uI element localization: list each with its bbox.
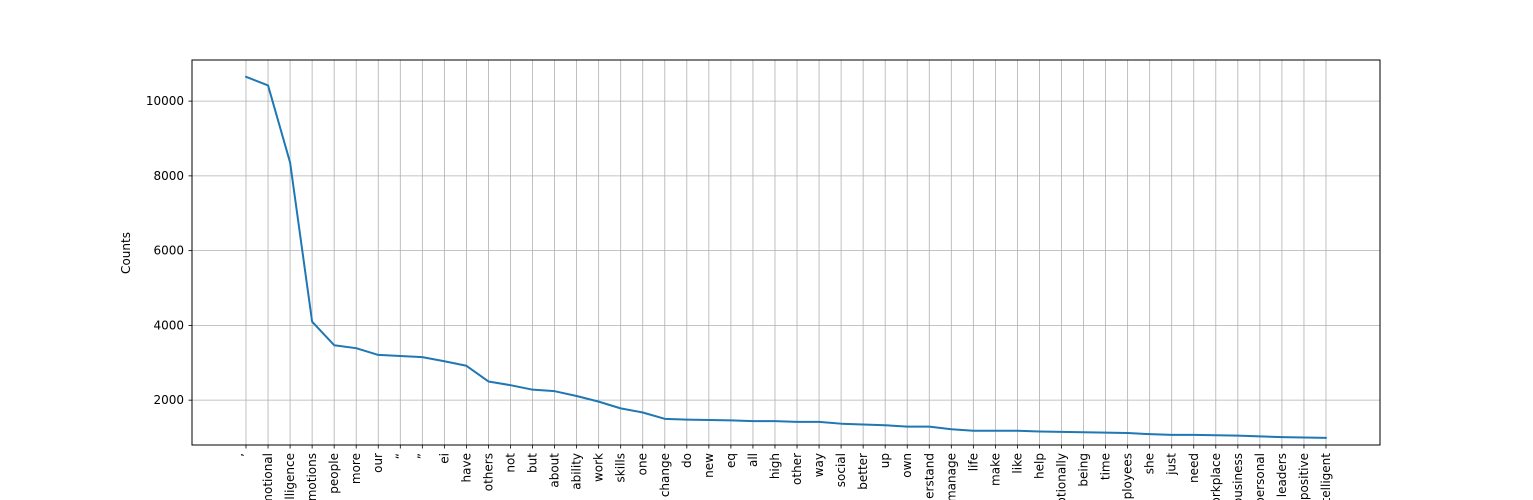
x-tick-label: leaders xyxy=(1275,453,1289,497)
x-tick-label: new xyxy=(702,453,716,478)
x-tick-label: way xyxy=(812,453,826,477)
x-tick-label: eq xyxy=(724,453,738,468)
x-tick-label: intelligent xyxy=(1319,453,1333,500)
y-ticks xyxy=(188,100,192,401)
x-tick-label: make xyxy=(988,453,1002,486)
y-tick-label: 10000 xyxy=(146,94,184,108)
x-tick-label: time xyxy=(1099,453,1113,480)
plot-frame xyxy=(191,59,1381,446)
x-tick-label: workplace xyxy=(1209,453,1223,500)
y-tick-label: 4000 xyxy=(153,318,184,332)
x-tick-label: positive xyxy=(1297,453,1311,500)
y-tick-labels: 2000 4000 6000 8000 10000 xyxy=(146,94,184,407)
x-gridlines xyxy=(245,60,1327,445)
x-tick-label: social xyxy=(834,453,848,487)
x-tick-labels: ’ emotional intelligence emotions people more… xyxy=(239,453,1333,500)
x-tick-label: one xyxy=(636,453,650,475)
x-tick-label: like xyxy=(1010,453,1024,474)
y-tick-label: 8000 xyxy=(153,169,184,183)
series-line-counts xyxy=(245,75,1327,439)
x-tick-label: about xyxy=(548,453,562,488)
x-tick-label: other xyxy=(790,453,804,485)
x-tick-label: work xyxy=(592,453,606,482)
y-axis-label: Counts xyxy=(119,232,133,274)
y-tick-label: 6000 xyxy=(153,244,184,258)
y-gridlines xyxy=(192,100,1380,401)
x-tick-label: better xyxy=(856,453,870,490)
y-tick-label: 2000 xyxy=(153,393,184,407)
x-tick-label: just xyxy=(1165,453,1179,476)
x-tick-label: emotionally xyxy=(1055,453,1069,500)
x-tick-label: all xyxy=(746,453,760,467)
x-tick-label: do xyxy=(680,453,694,468)
x-tick-label: own xyxy=(900,453,914,478)
x-tick-label: not xyxy=(503,453,517,473)
x-tick-label: understand xyxy=(922,453,936,500)
x-tick-label: but xyxy=(526,453,540,473)
x-tick-label: ’ xyxy=(239,453,253,457)
x-ticks xyxy=(245,445,1327,449)
x-tick-label: high xyxy=(768,453,782,479)
x-tick-label: our xyxy=(371,453,385,473)
x-tick-label: ability xyxy=(570,453,584,490)
x-tick-label: intelligence xyxy=(283,453,297,500)
x-tick-label: ” xyxy=(415,453,429,459)
x-tick-label: she xyxy=(1143,453,1157,474)
x-tick-label: skills xyxy=(614,453,628,482)
x-tick-label: personal xyxy=(1253,453,1267,500)
x-tick-label: people xyxy=(327,453,341,494)
x-tick-label: help xyxy=(1032,453,1046,479)
x-tick-label: being xyxy=(1077,453,1091,487)
x-tick-label: ei xyxy=(437,453,451,464)
x-tick-label: manage xyxy=(944,453,958,500)
x-tick-label: emotions xyxy=(305,453,319,500)
x-tick-label: “ xyxy=(393,453,407,459)
x-tick-label: more xyxy=(349,453,363,484)
x-tick-label: emotional xyxy=(261,453,275,500)
x-tick-label: employees xyxy=(1121,453,1135,500)
x-tick-label: up xyxy=(878,453,892,468)
x-tick-label: life xyxy=(966,453,980,471)
x-tick-label: have xyxy=(459,453,473,482)
x-tick-label: others xyxy=(481,453,495,491)
x-tick-label: business xyxy=(1231,453,1245,500)
x-tick-label: change xyxy=(658,453,672,497)
x-tick-label: need xyxy=(1187,453,1201,483)
